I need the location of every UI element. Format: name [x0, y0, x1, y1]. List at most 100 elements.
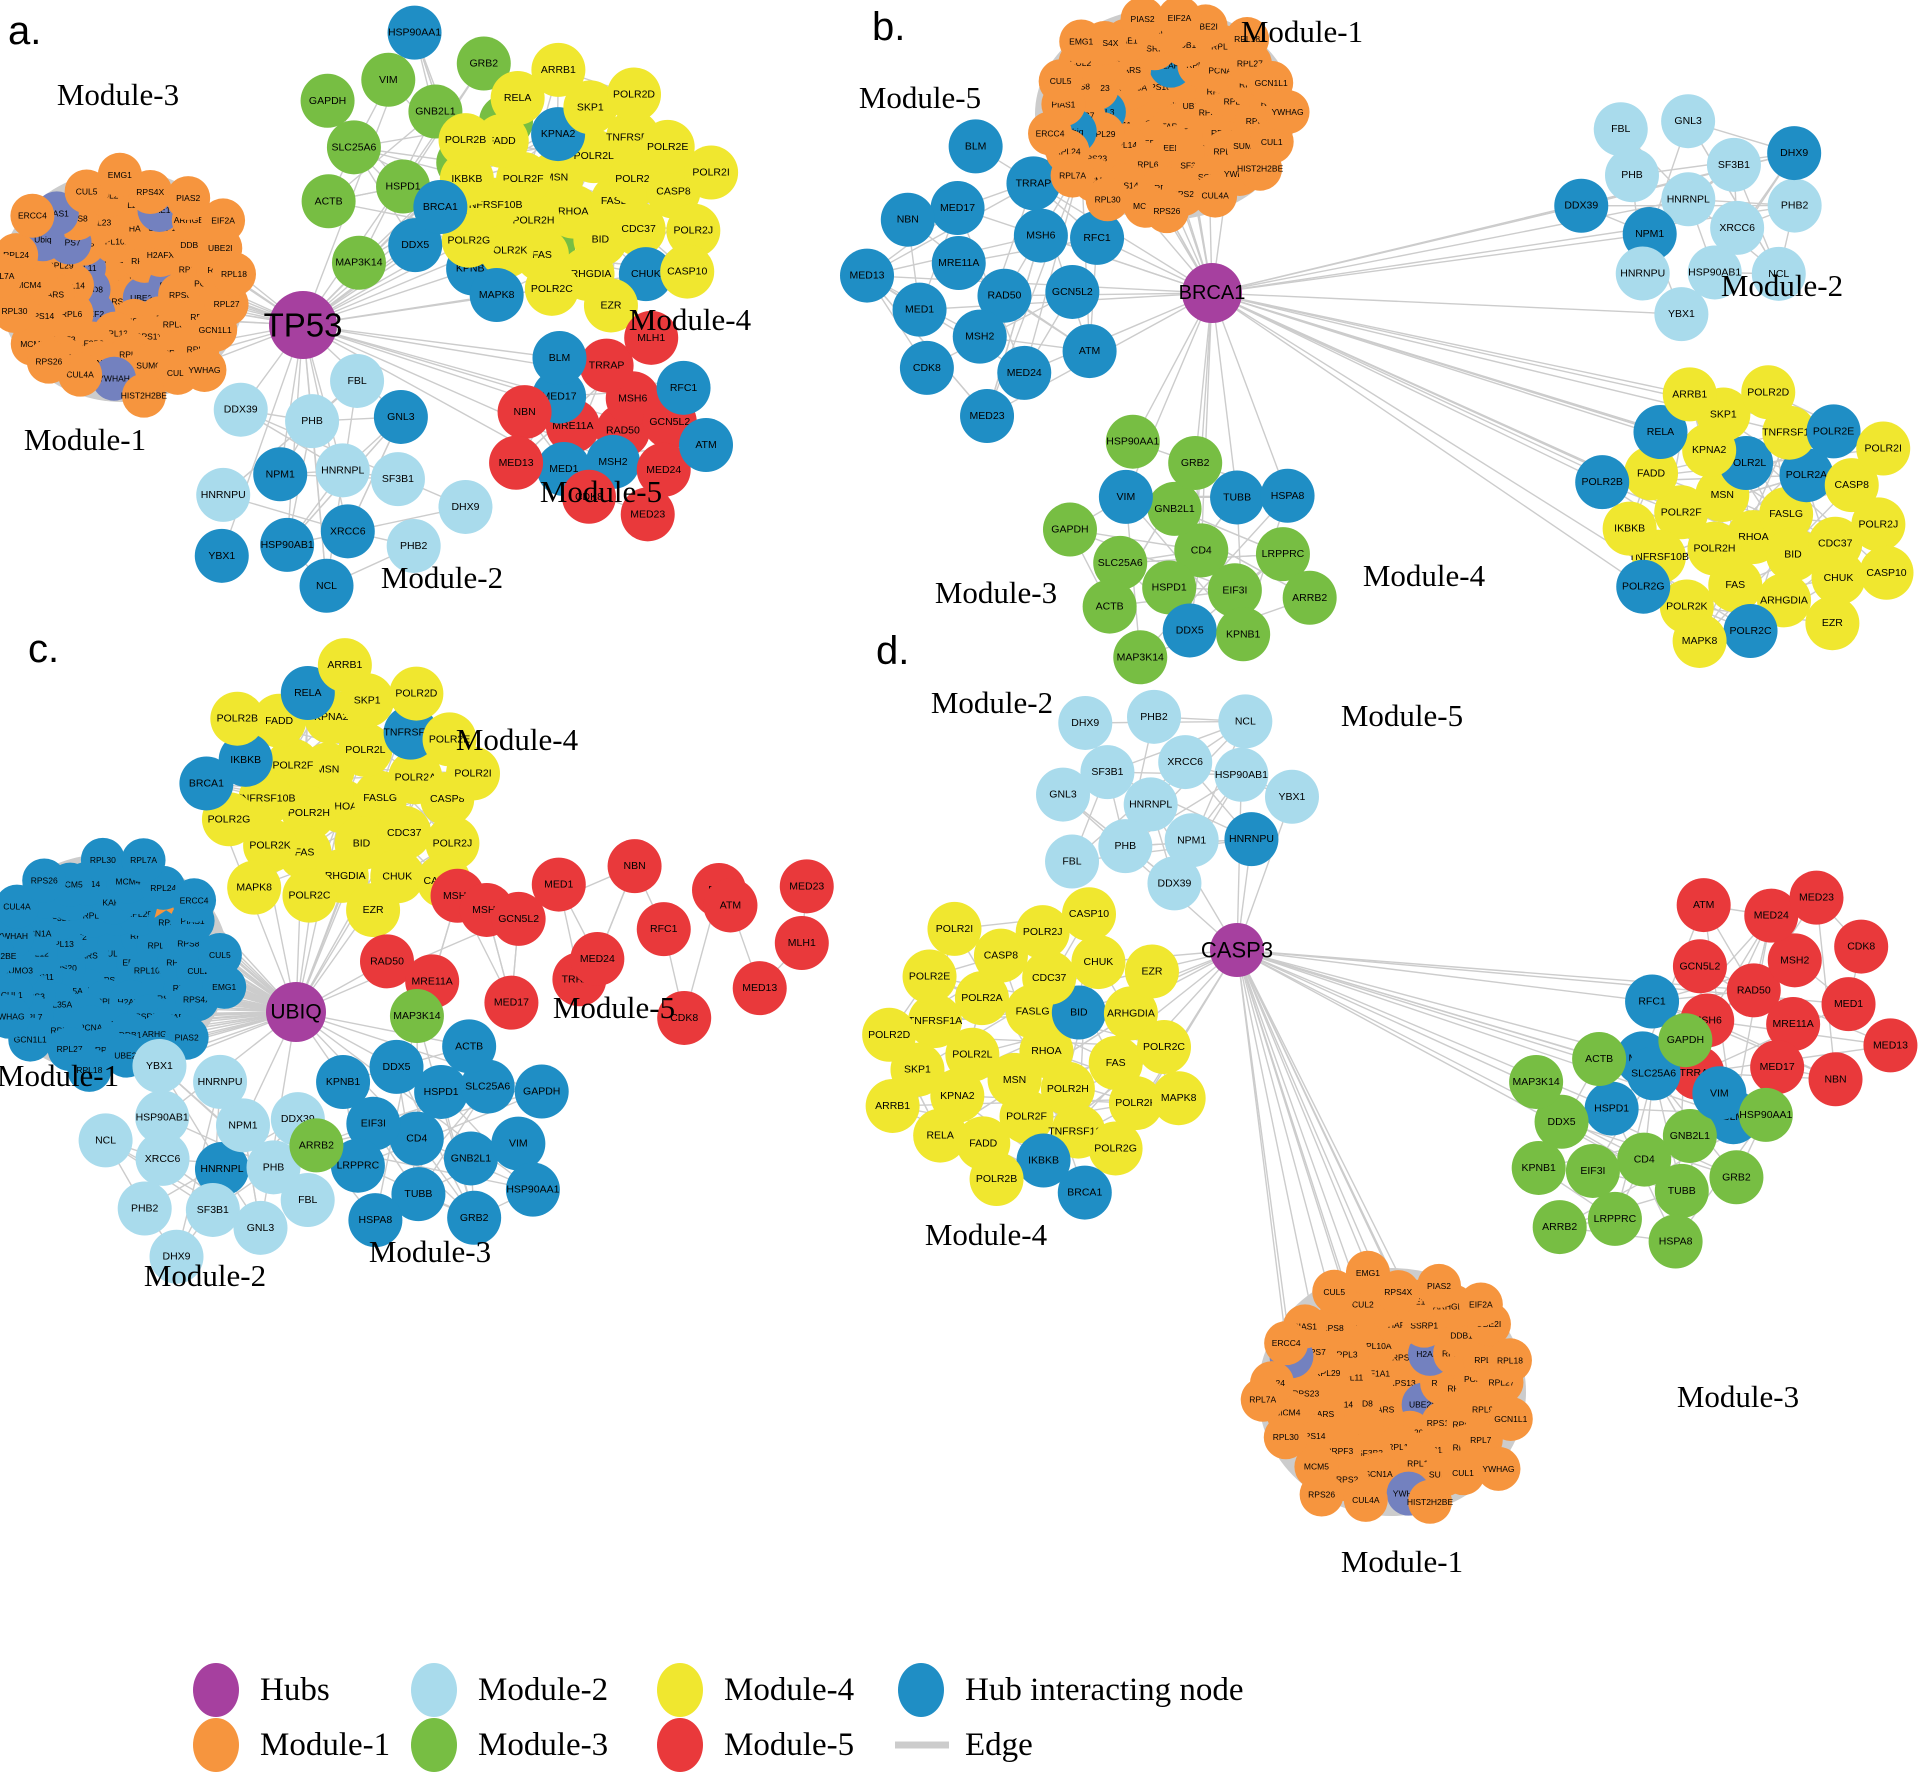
gene-label: RAD50 [1737, 984, 1771, 996]
gene-label: ERCC4 [18, 211, 47, 221]
gene-label: CASP10 [1866, 567, 1906, 579]
gene-label: CUL5 [1050, 76, 1072, 86]
gene-label: RPL12 [1407, 1458, 1433, 1468]
gene-node [1744, 888, 1799, 943]
hub-edge [1211, 292, 1690, 396]
gene-label: POLR2J [673, 225, 713, 237]
gene-label: MSH2 [965, 331, 994, 343]
gene-node [330, 1138, 385, 1193]
gene-label: PIAS1 [45, 208, 69, 218]
hub-node-TP53 [269, 291, 337, 359]
gene-node [1207, 563, 1262, 618]
gene-node [954, 971, 1009, 1026]
gene-label: HSP90AA1 [1739, 1109, 1792, 1121]
gene-label: ATM [1079, 345, 1100, 357]
module-label: Module-3 [57, 77, 179, 112]
gene-label: FAS [1106, 1057, 1126, 1069]
hub-edge [1200, 292, 1213, 551]
gene-label: POLR2I [936, 923, 973, 935]
gene-node [377, 805, 432, 860]
gene-node [1214, 747, 1269, 802]
gene-label: RPL11 [1338, 1373, 1364, 1383]
legend-label: Edge [965, 1727, 1033, 1763]
gene-label: POLR2C [1143, 1041, 1185, 1053]
gene-label: VIM [1710, 1087, 1729, 1099]
gene-node [446, 746, 501, 801]
gene-node [1312, 1269, 1357, 1314]
gene-label: CDK8 [1847, 941, 1875, 953]
hub-node-CASP3 [1210, 923, 1264, 977]
gene-label: RPL14 [1111, 140, 1137, 150]
gene-label: DHX9 [1780, 147, 1808, 159]
gene-label: RPL29 [48, 261, 74, 271]
gene-label: RPL12 [119, 350, 145, 360]
edge [1023, 163, 1083, 374]
gene-label: MED23 [630, 508, 665, 520]
gene-node [359, 934, 414, 989]
legend-label: Module-4 [724, 1672, 854, 1708]
gene-label: SSRP1 [1410, 1321, 1438, 1331]
gene-node [531, 857, 586, 912]
gene-label: HSPA8 [359, 1214, 393, 1226]
gene-label: RPS8 [177, 939, 199, 949]
gene-node [285, 394, 340, 449]
gene-node [211, 252, 256, 297]
gene-label: HIST2H2BE [121, 391, 168, 401]
gene-label: MED1 [1834, 998, 1863, 1010]
gene-label: RPS15A [1427, 1418, 1460, 1428]
gene-node [414, 1064, 469, 1119]
gene-node [1708, 558, 1763, 613]
gene-label: ARRB1 [1672, 388, 1707, 400]
gene-node [1264, 1321, 1309, 1366]
gene-label: GAPDH [1051, 524, 1088, 536]
gene-label: RPL30 [1095, 194, 1121, 204]
legend-dot-module3 [411, 1718, 457, 1772]
gene-label: CUL5 [1323, 1287, 1345, 1297]
gene-label: EMG1 [1069, 36, 1093, 46]
hub-edge [1004, 292, 1213, 297]
gene-label: RPL24 [150, 883, 176, 893]
hub-edge [302, 324, 560, 398]
gene-label: POLR2A [961, 992, 1002, 1004]
gene-label: ARHGDIA [1760, 594, 1808, 606]
gene-node [166, 176, 211, 221]
gene-node [1218, 694, 1273, 749]
gene-label: DDX39 [1158, 877, 1192, 889]
gene-label: POLR2J [433, 837, 473, 849]
gene-node [1082, 579, 1137, 634]
gene-node [0, 935, 16, 978]
gene-node [179, 756, 234, 811]
legend-dot-hub [193, 1663, 239, 1717]
gene-node [1625, 974, 1680, 1029]
gene-label: RPL35A [41, 1000, 73, 1010]
gene-label: SLC25A6 [1631, 1067, 1676, 1079]
hub-edge [1211, 292, 1289, 497]
gene-label: H2AFX [1157, 61, 1185, 71]
gene-node [194, 528, 249, 583]
gene-label: NBN [897, 214, 919, 226]
gene-node [370, 452, 425, 507]
gene-node [1672, 613, 1727, 668]
legend-dot-interacting [898, 1663, 944, 1717]
gene-label: MSH2 [1780, 954, 1809, 966]
gene-node [227, 860, 282, 915]
gene-label: YWHAH [0, 931, 28, 941]
gene-label: GAPDH [1667, 1034, 1704, 1046]
gene-node [927, 901, 982, 956]
gene-node [1144, 189, 1189, 234]
gene-node [299, 558, 354, 613]
module-label: Module-5 [859, 80, 981, 115]
gene-label: MCM5 [1304, 1462, 1329, 1472]
gene-node [636, 902, 691, 957]
gene-node [1282, 570, 1337, 625]
gene-label: HSP90AB1 [1688, 266, 1741, 278]
gene-node [1511, 1140, 1566, 1195]
gene-node [1040, 1061, 1095, 1116]
gene-node [1045, 834, 1100, 889]
gene-node [22, 858, 67, 903]
legend-label: Module-1 [260, 1727, 390, 1763]
gene-node [1103, 986, 1158, 1041]
gene-node [1070, 210, 1125, 265]
gene-label: PHB2 [131, 1203, 159, 1215]
gene-label: GCN1L1 [14, 1035, 47, 1045]
